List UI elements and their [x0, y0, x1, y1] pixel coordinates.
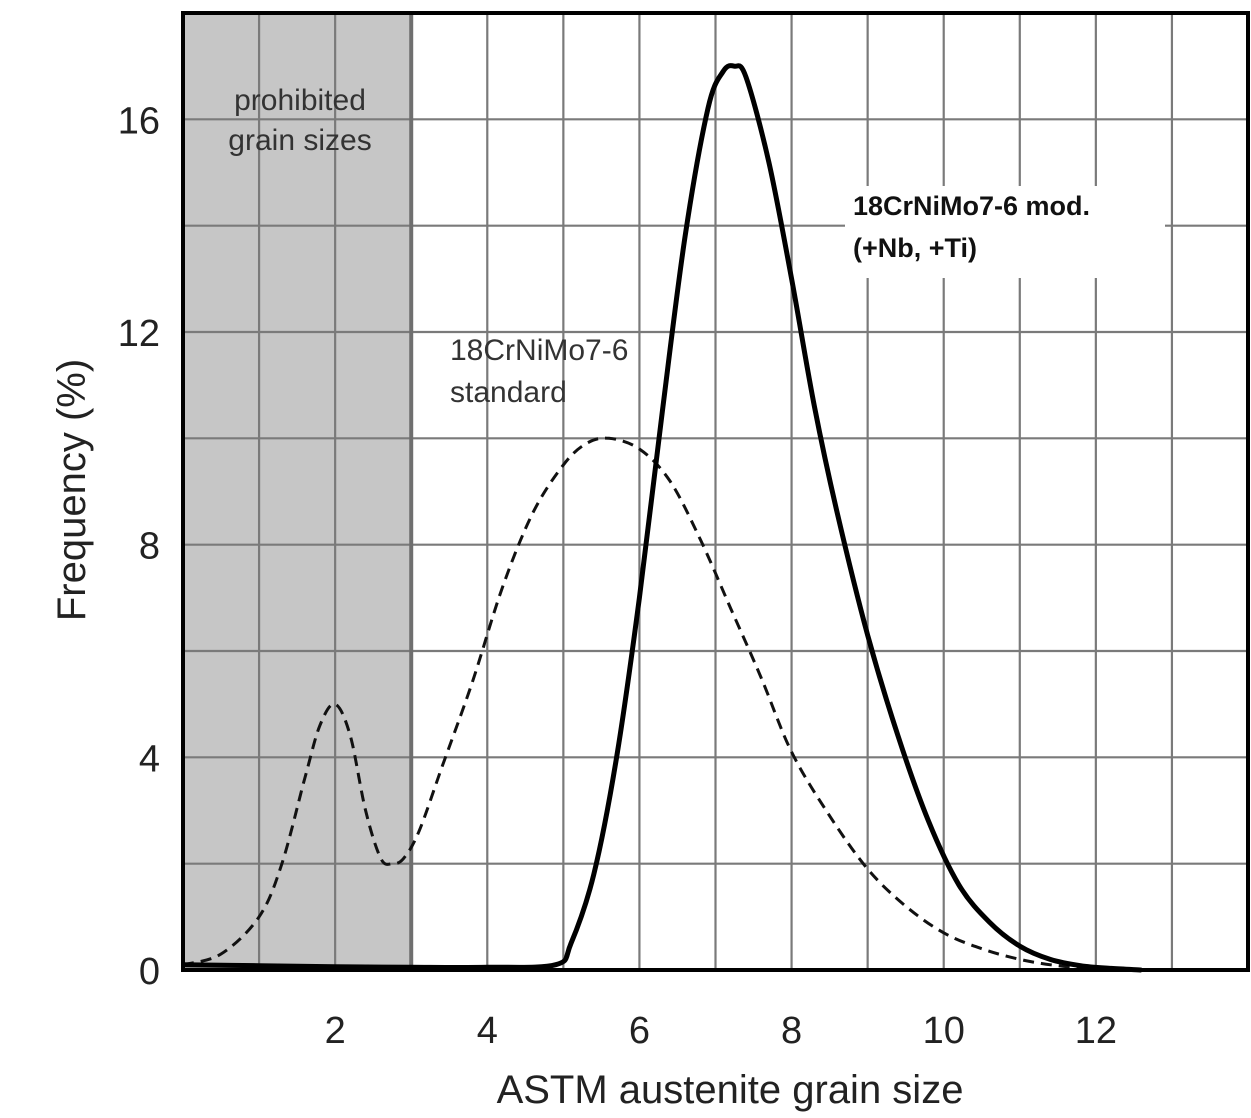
x-axis-title: ASTM austenite grain size	[497, 1068, 964, 1112]
x-tick-label: 6	[629, 1010, 650, 1052]
x-tick-label: 12	[1075, 1010, 1117, 1052]
modified-series-label-line-2: (+Nb, +Ti)	[853, 233, 977, 263]
x-tick-label: 8	[781, 1010, 802, 1052]
modified-label-backdrop	[845, 186, 1165, 278]
x-tick-label: 2	[325, 1010, 346, 1052]
y-tick-label: 8	[139, 526, 160, 568]
y-tick-label: 4	[139, 738, 160, 780]
standard-series-label-line-2: standard	[450, 376, 567, 409]
prohibited-label-line-2: grain sizes	[228, 124, 371, 157]
grid-lines	[183, 13, 1248, 970]
prohibited-label-line-1: prohibited	[234, 84, 366, 117]
modified-series-label-line-1: 18CrNiMo7-6 mod.	[853, 191, 1090, 221]
standard-series-label-line-1: 18CrNiMo7-6	[450, 334, 628, 367]
y-tick-labels: 0 4 8 12 16	[118, 100, 160, 993]
series-modified-line	[182, 63, 1142, 973]
plot-frame	[181, 11, 1250, 972]
y-tick-label: 0	[139, 951, 160, 993]
x-tick-label: 10	[923, 1010, 965, 1052]
y-tick-label: 12	[118, 313, 160, 355]
x-tick-label: 4	[477, 1010, 498, 1052]
y-axis-title: Frequency (%)	[50, 359, 94, 621]
y-tick-label: 16	[118, 100, 160, 142]
x-tick-labels: 2 4 6 8 10 12	[325, 1010, 1117, 1052]
